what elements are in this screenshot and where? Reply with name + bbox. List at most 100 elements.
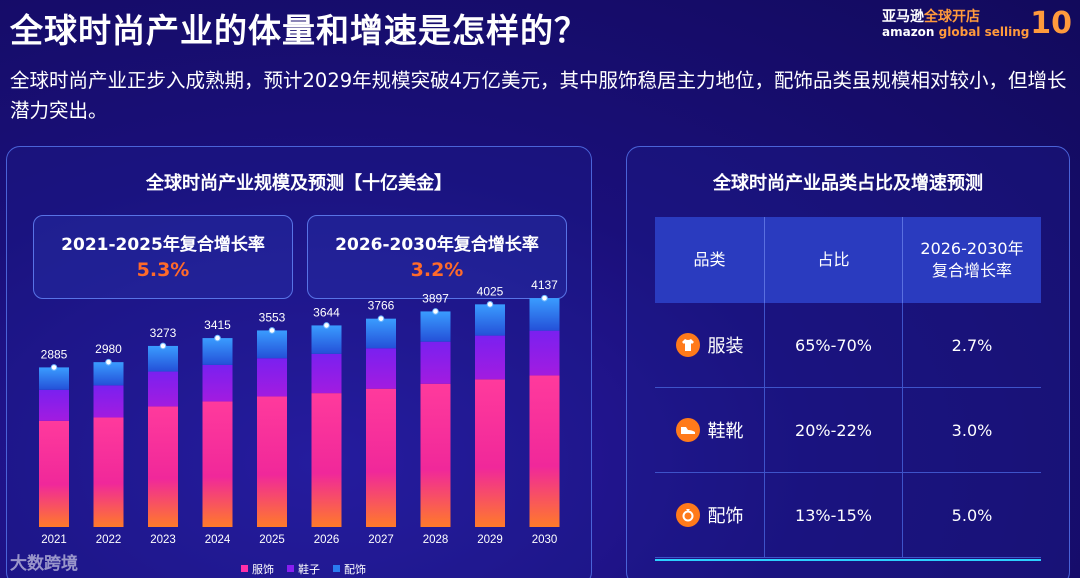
share-cell: 65%-70% — [765, 303, 903, 387]
bar-segment-鞋子 — [529, 330, 560, 376]
table-title: 全球时尚产业品类占比及增速预测 — [713, 173, 983, 194]
header-share: 占比 — [765, 217, 903, 303]
legend-swatch — [287, 565, 294, 572]
bar-top-marker — [486, 301, 494, 308]
shirt-icon — [675, 333, 700, 357]
bar-segment-配饰 — [257, 330, 287, 359]
data-label: 4025 — [477, 284, 504, 298]
bar-segment-服饰 — [39, 420, 69, 527]
category-panel: 全球时尚产业品类占比及增速预测 品类 占比 2026-2030年复合增长率 服装… — [626, 146, 1070, 578]
x-tick-label: 2026 — [314, 534, 340, 546]
cagr-value: 5.3% — [136, 259, 190, 281]
category-cell: 服装 — [655, 303, 765, 387]
bar-segment-服饰 — [202, 401, 233, 527]
bar-top-marker — [214, 334, 221, 342]
data-label: 3273 — [150, 326, 177, 340]
bar-segment-服饰 — [148, 406, 178, 527]
table-row: 服装 65%-70% 2.7% — [655, 303, 1041, 388]
bar-segment-鞋子 — [475, 335, 505, 380]
data-label: 2980 — [95, 342, 122, 356]
bar-segment-配饰 — [39, 367, 69, 390]
category-label: 服装 — [707, 336, 744, 357]
bar-segment-鞋子 — [311, 353, 342, 394]
bar-segment-配饰 — [420, 311, 451, 342]
bar-segment-鞋子 — [93, 385, 124, 418]
legend-label: 服饰 — [252, 562, 274, 576]
stacked-bar-chart: 2885 2021 2980 2022 3273 2023 3415 2024 3553 2025… — [39, 278, 560, 576]
bar-segment-配饰 — [311, 325, 342, 354]
logo-en: amazon global selling — [882, 25, 1030, 39]
cagr-value: 3.2% — [410, 259, 464, 281]
bar-top-marker — [432, 308, 439, 315]
cagr-box-2021-2025: 2021-2025年复合增长率 5.3% — [33, 215, 293, 299]
bar-segment-配饰 — [202, 338, 233, 365]
share-cell: 13%-15% — [765, 473, 903, 557]
cagr-label: 2026-2030年复合增长率 — [335, 235, 539, 255]
bar-segment-服饰 — [366, 388, 396, 527]
bar-segment-鞋子 — [257, 358, 287, 397]
logo: 亚马逊全球开店 amazon global selling 10 — [882, 6, 1072, 46]
table-header: 品类 占比 2026-2030年复合增长率 — [655, 217, 1041, 303]
bar-top-marker — [377, 315, 385, 322]
bar-segment-鞋子 — [202, 364, 233, 402]
legend-swatch — [333, 565, 340, 572]
bar-segment-配饰 — [475, 304, 505, 336]
legend-label: 配饰 — [344, 562, 366, 576]
category-label: 鞋靴 — [707, 421, 744, 442]
market-size-panel: 全球时尚产业规模及预测【十亿美金】 2021-2025年复合增长率 5.3% 2… — [6, 146, 592, 578]
category-table: 品类 占比 2026-2030年复合增长率 服装 65%-70% 2.7% 鞋靴… — [655, 217, 1041, 561]
bar-top-marker — [541, 294, 548, 302]
x-tick-label: 2025 — [259, 534, 285, 546]
header-category: 品类 — [655, 217, 765, 303]
category-label: 配饰 — [707, 506, 744, 527]
ring-icon — [675, 503, 700, 527]
category-cell: 配饰 — [655, 473, 765, 557]
bar-segment-鞋子 — [366, 348, 396, 389]
page-title: 全球时尚产业的体量和增速是怎样的？ — [10, 11, 588, 50]
shoe-icon — [675, 418, 700, 442]
cagr-cell: 2.7% — [951, 335, 993, 355]
x-tick-label: 2028 — [423, 534, 449, 546]
bar-segment-服饰 — [420, 383, 451, 527]
x-tick-label: 2023 — [150, 534, 176, 546]
table-bottom-line — [655, 559, 1041, 561]
cagr-cell: 5.0% — [951, 505, 993, 525]
bar-segment-服饰 — [529, 375, 560, 527]
bar-top-marker — [323, 322, 330, 329]
x-tick-label: 2021 — [41, 534, 67, 546]
bar-segment-服饰 — [475, 379, 505, 527]
bar-segment-鞋子 — [420, 341, 451, 384]
bar-segment-服饰 — [257, 396, 287, 527]
bar-segment-配饰 — [148, 345, 178, 372]
data-label: 3415 — [204, 318, 231, 332]
legend-swatch — [241, 565, 248, 572]
table-row: 鞋靴 20%-22% 3.0% — [655, 388, 1041, 473]
legend-label: 鞋子 — [298, 562, 320, 576]
bar-segment-服饰 — [311, 393, 342, 527]
x-tick-label: 2024 — [205, 534, 231, 546]
chart-title: 全球时尚产业规模及预测【十亿美金】 — [146, 173, 452, 194]
bar-top-marker — [105, 358, 112, 366]
bar-segment-配饰 — [529, 298, 560, 331]
data-label: 3644 — [313, 305, 340, 319]
share-cell: 20%-22% — [765, 388, 903, 472]
logo-cn: 亚马逊全球开店 — [882, 9, 980, 25]
bar-segment-服饰 — [93, 417, 124, 527]
data-label: 2885 — [41, 347, 68, 361]
category-cell: 鞋靴 — [655, 388, 765, 472]
data-label: 3897 — [422, 291, 449, 305]
cagr-label: 2021-2025年复合增长率 — [61, 235, 265, 255]
table-row: 配饰 13%-15% 5.0% — [655, 473, 1041, 558]
data-label: 4137 — [531, 278, 558, 292]
data-label: 3553 — [259, 310, 286, 324]
bar-segment-鞋子 — [148, 371, 178, 407]
bar-segment-鞋子 — [39, 389, 69, 421]
page-subtitle: 全球时尚产业正步入成熟期，预计2029年规模突破4万亿美元，其中服饰稳居主力地位… — [10, 69, 1067, 122]
bar-top-marker — [159, 342, 167, 350]
data-label: 3766 — [368, 299, 395, 313]
bar-top-marker — [268, 327, 276, 334]
header-cagr: 2026-2030年复合增长率 — [920, 239, 1024, 280]
cagr-cell: 3.0% — [951, 420, 993, 440]
watermark: 大数跨境 — [10, 554, 78, 574]
x-tick-label: 2029 — [477, 534, 503, 546]
